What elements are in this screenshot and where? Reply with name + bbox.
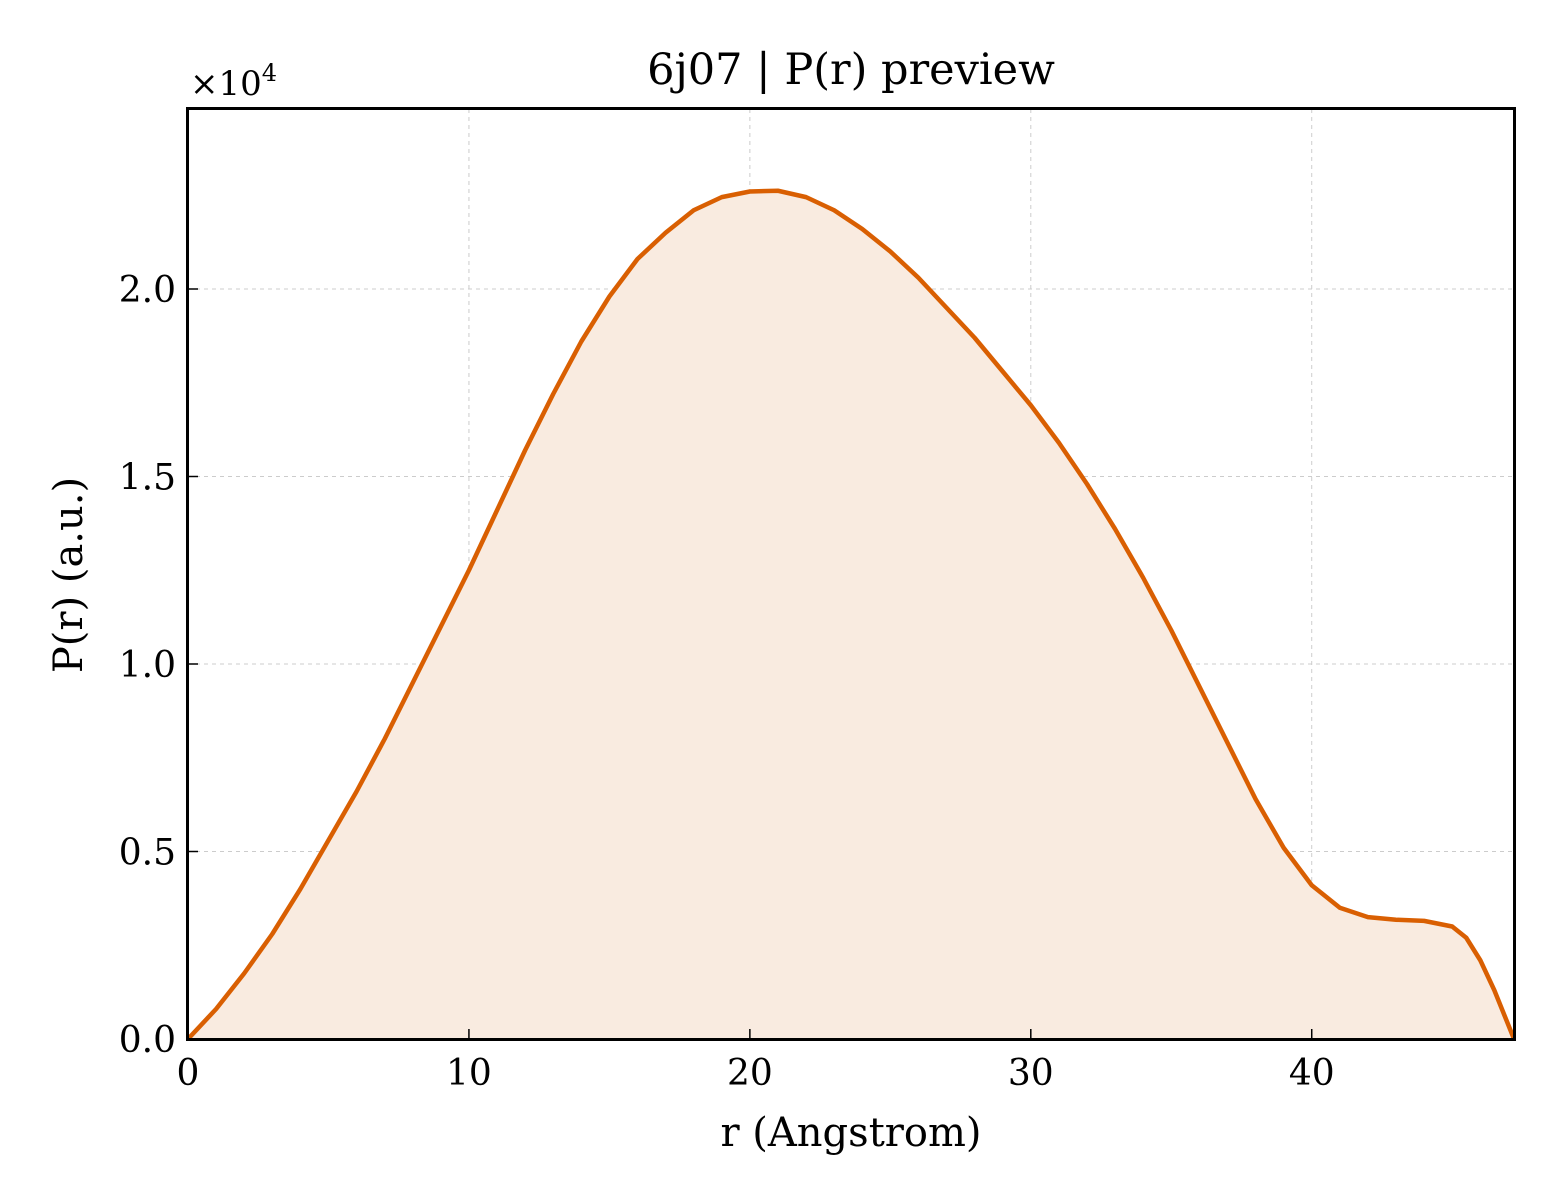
pr-series-line <box>186 188 1517 1041</box>
y-multiplier: ×104 <box>190 59 277 104</box>
x-tick-label: 20 <box>727 1053 773 1094</box>
y-tick-label: 1.5 <box>119 458 176 499</box>
y-tick-label: 2.0 <box>119 270 176 311</box>
y-axis-label: P(r) (a.u.) <box>46 477 92 673</box>
x-tick-label: 40 <box>1289 1053 1335 1094</box>
pr-area-fill <box>188 190 1514 1039</box>
plot-frame <box>186 107 1516 1041</box>
y-tick-label: 0.5 <box>119 833 176 874</box>
y-tick-label: 0.0 <box>119 1020 176 1061</box>
x-tick-label: 10 <box>446 1053 492 1094</box>
x-tick-label: 30 <box>1008 1053 1054 1094</box>
chart-title: 6j07 | P(r) preview <box>647 45 1055 95</box>
x-axis-label: r (Angstrom) <box>720 1110 981 1156</box>
y-tick-label: 1.0 <box>119 645 176 686</box>
x-tick-label: 0 <box>177 1053 200 1094</box>
axis-ticks <box>187 288 1313 1040</box>
